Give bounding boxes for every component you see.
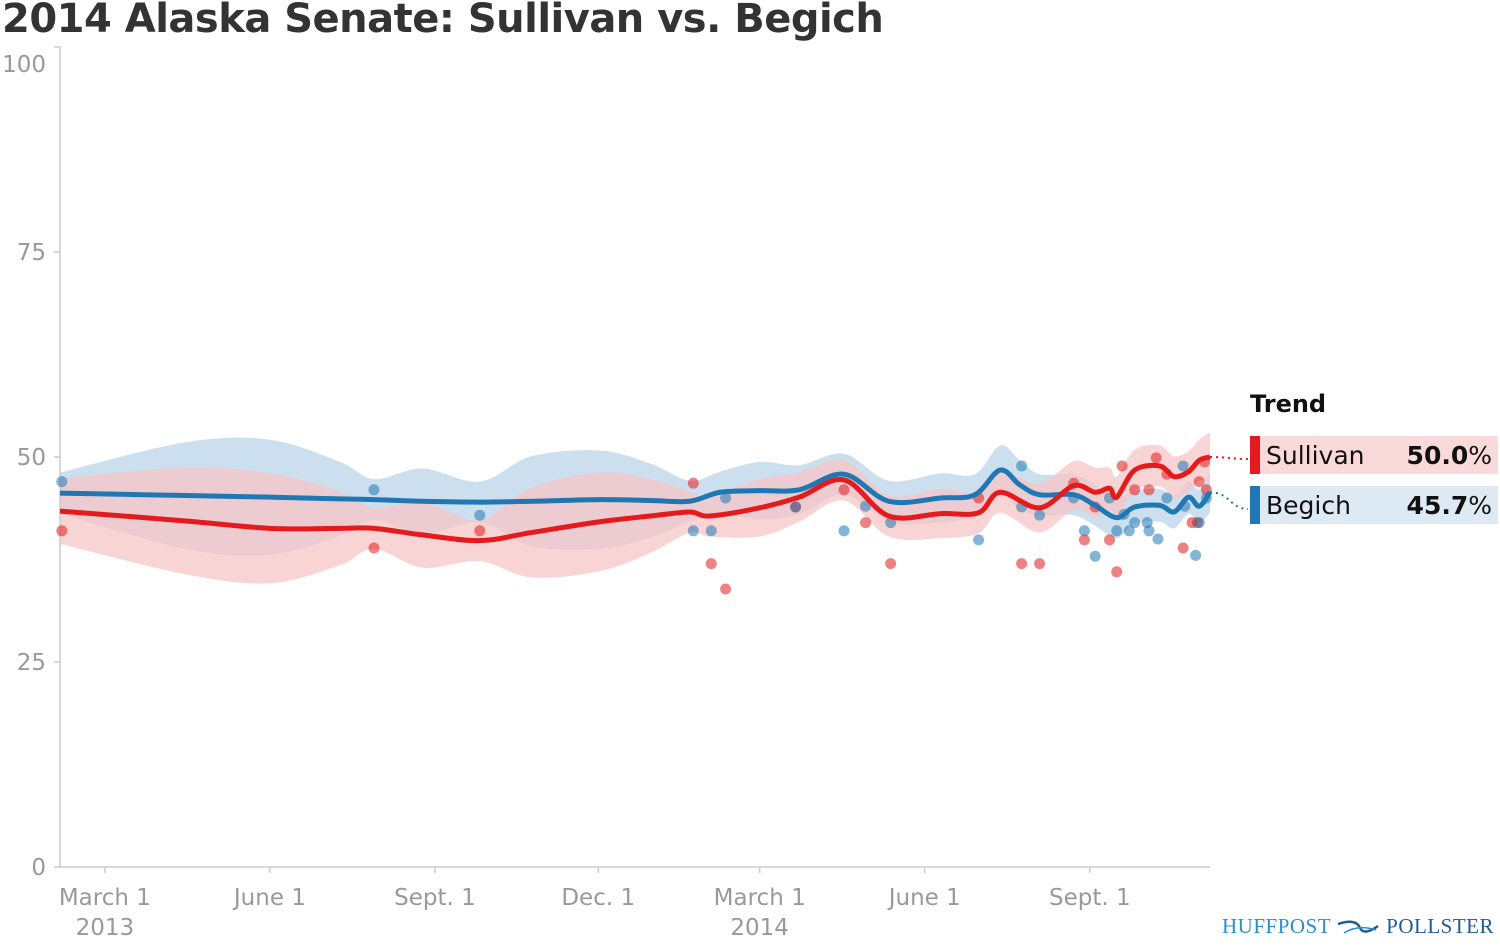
chart-title: 2014 Alaska Senate: Sullivan vs. Begich (2, 0, 884, 42)
poll-point-begich (705, 525, 717, 537)
poll-point-begich (838, 525, 850, 537)
poll-point-sullivan (1078, 534, 1090, 546)
x-tick-label: Sept. 1 (394, 885, 476, 911)
logo-swoosh-icon (1338, 920, 1380, 934)
band-sullivan (60, 432, 1210, 584)
poll-point-sullivan (1177, 542, 1189, 554)
poll-point-sullivan (687, 477, 699, 489)
legend-value: 50.0% (1406, 440, 1492, 470)
legend-connector-begich (1209, 491, 1249, 510)
poll-point-begich (1143, 525, 1155, 537)
legend: Trend Sullivan 50.0% Begich 45.7% (1250, 390, 1498, 536)
x-tick-year-label: 2014 (730, 915, 789, 941)
poll-point-begich (368, 484, 380, 496)
poll-point-sullivan (1193, 476, 1205, 488)
poll-point-begich (1078, 525, 1090, 537)
poll-point-sullivan (720, 583, 732, 595)
poll-point-begich (860, 500, 872, 512)
poll-point-sullivan (860, 517, 872, 529)
poll-point-sullivan (56, 525, 68, 537)
legend-connectors (1209, 456, 1249, 510)
poll-point-sullivan (474, 525, 486, 537)
y-tick-label: 0 (31, 855, 46, 881)
poll-point-begich (56, 476, 68, 488)
huffpost-pollster-logo: HUFFPOST POLLSTER (1222, 914, 1495, 938)
trend-line-sullivan (59, 454, 1211, 544)
poll-point-sullivan (838, 484, 850, 496)
poll-point-sullivan (885, 558, 897, 570)
poll-point-sullivan (1143, 484, 1155, 496)
legend-entry-begich: Begich 45.7% (1250, 486, 1498, 524)
poll-point-sullivan (1034, 558, 1046, 570)
poll-point-begich (1177, 460, 1189, 472)
poll-point-begich (1190, 549, 1202, 561)
x-tick-label: Dec. 1 (561, 885, 635, 911)
poll-point-begich (1123, 525, 1135, 537)
poll-point-begich (1089, 550, 1101, 562)
poll-point-begich (1129, 517, 1141, 529)
trend-lines (59, 454, 1213, 544)
axes: 0 25 50 75 100 March 1 2013 June 1 Sept. 1 Dec. 1… (2, 46, 1210, 941)
legend-connector-sullivan (1209, 456, 1249, 460)
poll-point-begich (1193, 517, 1205, 529)
poll-point-begich (720, 492, 732, 504)
legend-title: Trend (1250, 390, 1327, 418)
x-tick-label: June 1 (232, 885, 306, 911)
poll-point-sullivan (705, 558, 717, 570)
legend-name: Sullivan (1266, 440, 1365, 470)
legend-value: 45.7% (1406, 490, 1492, 520)
x-tick-label: March 1 (59, 885, 151, 911)
poll-point-begich (1111, 525, 1123, 537)
poll-point-sullivan (1116, 460, 1128, 472)
poll-point-sullivan (1104, 534, 1116, 546)
x-tick-label: June 1 (887, 885, 961, 911)
x-tick-year-label: 2013 (76, 915, 135, 941)
legend-entry-sullivan: Sullivan 50.0% (1250, 436, 1498, 474)
trend-line-begich (59, 467, 1213, 521)
poll-point-sullivan (1016, 558, 1028, 570)
poll-point-begich (1034, 509, 1046, 521)
poll-point-begich (1016, 460, 1028, 472)
poll-point-sullivan (368, 542, 380, 554)
poll-points (56, 452, 1212, 595)
poll-point-begich (1141, 517, 1153, 529)
legend-name: Begich (1266, 490, 1351, 520)
y-tick-label: 25 (17, 650, 46, 676)
y-tick-label: 75 (17, 240, 46, 266)
poll-point-begich (474, 509, 486, 521)
poll-point-begich (790, 501, 802, 513)
poll-point-begich (973, 534, 985, 546)
y-tick-label: 100 (2, 52, 46, 78)
x-tick-label: March 1 (714, 885, 806, 911)
poll-point-sullivan (1150, 452, 1162, 464)
x-tick-label: Sept. 1 (1049, 885, 1131, 911)
poll-point-begich (1161, 492, 1173, 504)
poll-point-begich (885, 517, 897, 529)
poll-point-begich (1152, 533, 1164, 545)
poll-point-sullivan (1111, 566, 1123, 578)
poll-point-sullivan (1129, 484, 1141, 496)
poll-point-begich (687, 525, 699, 537)
y-tick-label: 50 (17, 445, 46, 471)
